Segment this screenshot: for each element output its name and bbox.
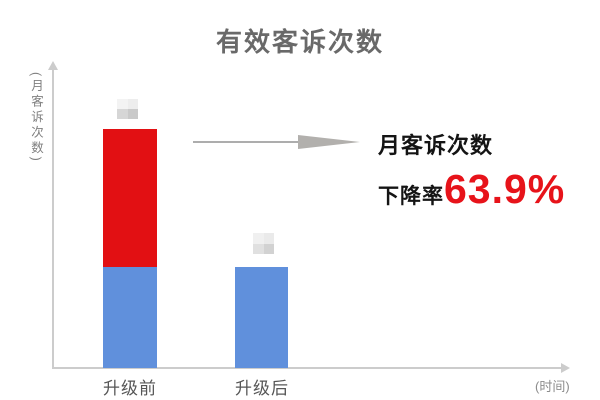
annotation-decrease-line: 下降率 63.9% bbox=[378, 169, 565, 210]
mosaic-cell bbox=[263, 233, 274, 244]
mosaic-cell bbox=[127, 109, 138, 119]
y-axis-arrow-icon bbox=[48, 61, 58, 70]
mosaic-cell bbox=[253, 243, 264, 254]
bar-segment-blue bbox=[235, 267, 288, 368]
bar bbox=[235, 267, 288, 368]
annotation-block: 月客诉次数 下降率 63.9% bbox=[378, 128, 565, 210]
chart-title: 有效客诉次数 bbox=[215, 27, 384, 57]
callout-arrow-head-icon bbox=[298, 135, 360, 149]
x-axis-arrow-icon bbox=[561, 363, 570, 373]
redacted-data-label bbox=[253, 233, 274, 254]
category-label-after-upgrade: 升级后 bbox=[235, 379, 289, 398]
y-axis-line bbox=[52, 70, 54, 368]
mosaic-cell bbox=[117, 109, 128, 119]
mosaic-cell bbox=[127, 99, 138, 109]
mosaic-cell bbox=[117, 99, 128, 109]
mosaic-cell bbox=[263, 243, 274, 254]
y-axis-label: (月客诉次数) bbox=[29, 72, 43, 164]
x-axis-caption: (时间) bbox=[535, 379, 570, 394]
annotation-metric-label: 月客诉次数 bbox=[378, 133, 494, 158]
category-label-before-upgrade: 升级前 bbox=[103, 379, 157, 398]
bar bbox=[103, 129, 157, 368]
x-axis-line bbox=[52, 367, 562, 369]
mosaic-cell bbox=[253, 233, 264, 244]
callout-arrow-shaft bbox=[193, 141, 299, 143]
bar-segment-blue bbox=[103, 267, 157, 368]
annotation-decrease-prefix: 下降率 bbox=[378, 185, 444, 208]
bar-segment-red bbox=[103, 129, 157, 267]
annotation-decrease-value: 63.9% bbox=[444, 166, 566, 212]
redacted-data-label bbox=[117, 99, 138, 119]
